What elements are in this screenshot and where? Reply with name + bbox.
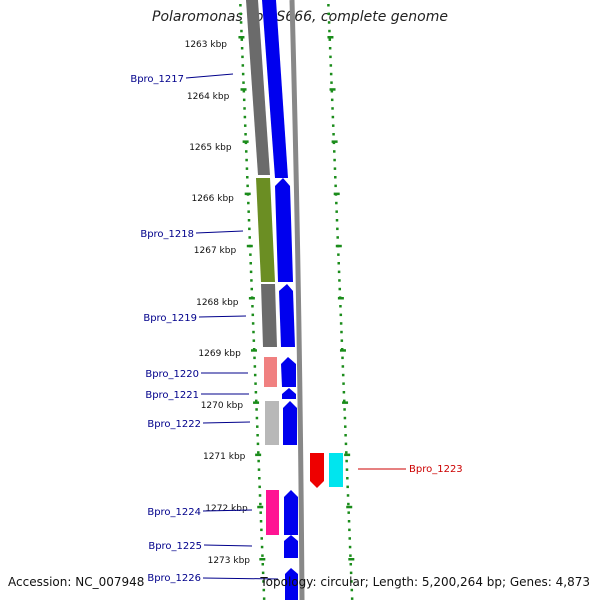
cds-arrow-1226 xyxy=(285,568,298,600)
cds-arrow-1222 xyxy=(283,401,297,445)
cog-band-1223 xyxy=(329,453,343,487)
cds-arrow-1220 xyxy=(281,357,296,387)
gene-label-leader xyxy=(202,577,279,580)
kbp-label: 1273 kbp xyxy=(208,556,251,566)
kbp-label: 1265 kbp xyxy=(189,143,232,153)
gc-dots-left xyxy=(238,4,266,600)
gene-label-leader xyxy=(202,509,253,512)
cds-arrow-1223 xyxy=(310,453,324,488)
cog-band-1220 xyxy=(264,357,277,387)
cog-band-1 xyxy=(246,0,270,175)
cog-band-1218 xyxy=(256,178,275,282)
cds-arrow-1225 xyxy=(284,535,298,558)
kbp-label: 1269 kbp xyxy=(198,349,241,359)
gene-labels: Bpro_1217 Bpro_1218 Bpro_1219 Bpro_1220 Bpro… xyxy=(130,73,463,584)
gene-label-leader xyxy=(203,544,253,547)
gene-label-bpro_1218[interactable]: Bpro_1218 xyxy=(140,229,194,240)
cds-arrow-1221 xyxy=(282,388,296,399)
gene-label-leader xyxy=(195,230,244,234)
gene-label-bpro_1222[interactable]: Bpro_1222 xyxy=(147,419,201,430)
gene-label-bpro_1223[interactable]: Bpro_1223 xyxy=(409,464,463,475)
gene-label-bpro_1220[interactable]: Bpro_1220 xyxy=(145,369,199,380)
kbp-scale: 1263 kbp 1264 kbp 1265 kbp 1266 kbp 1267 kbp… xyxy=(185,40,251,566)
kbp-label: 1268 kbp xyxy=(196,298,239,308)
gene-label-bpro_1221[interactable]: Bpro_1221 xyxy=(145,390,199,401)
cog-band-1219 xyxy=(261,284,277,347)
kbp-label: 1266 kbp xyxy=(191,194,234,204)
kbp-label: 1272 kbp xyxy=(205,504,248,514)
gene-label-bpro_1224[interactable]: Bpro_1224 xyxy=(147,507,201,518)
map-title: Polaromonas sp. JS666, complete genome xyxy=(152,9,448,25)
cds-arrow-1219 xyxy=(279,284,295,347)
gene-label-bpro_1226[interactable]: Bpro_1226 xyxy=(147,573,201,584)
cog-band-1224 xyxy=(266,490,279,535)
kbp-label: 1267 kbp xyxy=(194,246,237,256)
backbone-arc xyxy=(289,0,305,600)
kbp-label: 1264 kbp xyxy=(187,92,230,102)
gene-label-bpro_1217[interactable]: Bpro_1217 xyxy=(130,74,184,85)
gc-dots-right xyxy=(327,4,355,600)
gene-label-bpro_1219[interactable]: Bpro_1219 xyxy=(143,313,197,324)
gene-label-leader xyxy=(185,73,234,79)
cds-arrow-1217 xyxy=(262,0,288,178)
gene-label-leader xyxy=(198,315,247,318)
cds-arrow-1224 xyxy=(284,490,298,535)
accession-text: Accession: NC_007948 xyxy=(8,575,145,589)
cds-arrow-1218 xyxy=(275,178,293,282)
kbp-label: 1271 kbp xyxy=(203,452,246,462)
kbp-label: 1270 kbp xyxy=(201,401,244,411)
cog-band-1222 xyxy=(265,401,279,445)
gene-label-bpro_1225[interactable]: Bpro_1225 xyxy=(148,541,202,552)
kbp-label: 1263 kbp xyxy=(185,40,228,50)
gene-label-leader xyxy=(202,421,251,424)
genome-summary: Topology: circular; Length: 5,200,264 bp… xyxy=(260,575,590,589)
